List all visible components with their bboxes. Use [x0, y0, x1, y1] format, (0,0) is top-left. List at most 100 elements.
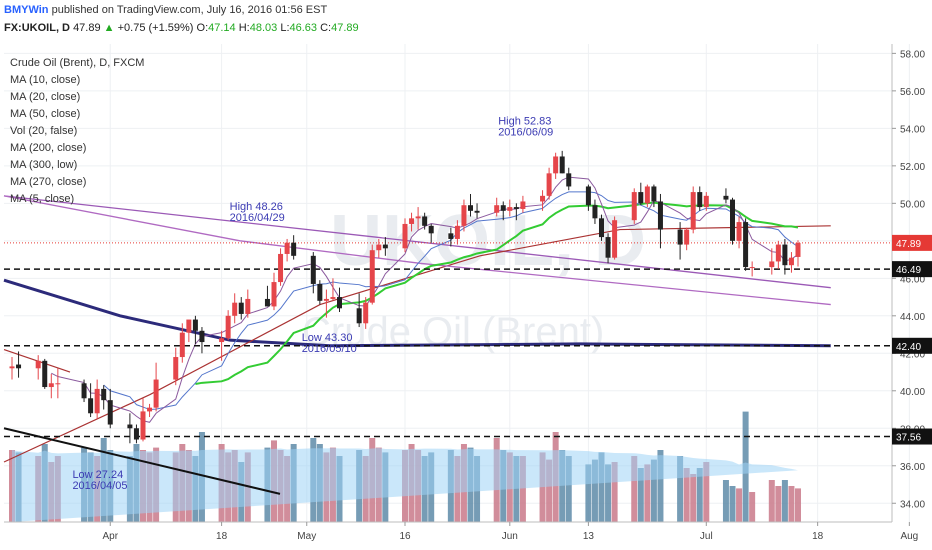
volume-bar	[749, 492, 756, 522]
time-tick-label: Jul	[700, 531, 713, 542]
candle-body	[317, 283, 323, 301]
legend-item[interactable]: Crude Oil (Brent), D, FXCM	[10, 57, 145, 69]
volume-ma-area	[12, 448, 798, 522]
candle-body	[363, 302, 369, 324]
volume-bar	[519, 456, 526, 522]
price-tick-label: 40.00	[900, 387, 925, 398]
time-tick-label: Jun	[502, 531, 518, 542]
time-tick-label: 13	[583, 531, 595, 542]
candle-body	[376, 244, 382, 251]
volume-bar	[598, 452, 605, 522]
annotation-label: Low 27.24	[72, 469, 123, 481]
time-tick-label: 18	[216, 531, 228, 542]
candle-body	[612, 220, 618, 258]
candle-body	[599, 218, 604, 238]
volume-bar	[657, 450, 664, 522]
level-price-tag	[892, 428, 932, 445]
candle-body	[513, 207, 519, 209]
candle-body	[468, 205, 473, 211]
candle-body	[690, 192, 696, 230]
high-value: 48.03	[249, 22, 278, 34]
last-price-tag	[892, 234, 932, 251]
candle-body	[703, 195, 709, 208]
candle-body	[55, 383, 61, 385]
annotation-label: High 48.26	[230, 201, 283, 213]
symbol-label[interactable]: FX:UKOIL, D	[4, 22, 70, 34]
candle-body	[422, 216, 428, 226]
candle-body	[409, 218, 415, 224]
legend-item[interactable]: Vol (20, false)	[10, 125, 78, 137]
trendline	[3, 427, 281, 495]
volume-bar	[677, 456, 684, 522]
volume-bar	[683, 468, 690, 522]
candle-body	[474, 210, 480, 213]
candle-body	[330, 297, 336, 299]
legend-item[interactable]: MA (10, close)	[10, 74, 81, 86]
price-tick-label: 34.00	[900, 499, 925, 510]
legend-item[interactable]: MA (300, low)	[10, 159, 78, 171]
volume-bar	[690, 474, 697, 522]
candle-body	[284, 242, 290, 254]
candle-body	[730, 199, 735, 241]
up-arrow-icon: ▲	[103, 22, 115, 34]
candle-body	[743, 222, 749, 268]
candle-body	[553, 156, 559, 174]
candle-body	[651, 186, 657, 202]
candle-body	[454, 225, 460, 239]
candle-body	[107, 400, 113, 425]
low-value: 46.63	[289, 22, 318, 34]
legend-item[interactable]: MA (50, close)	[10, 108, 81, 120]
candle-body	[88, 398, 94, 414]
close-value: 47.89	[331, 22, 359, 34]
legend-item[interactable]: MA (5, close)	[10, 193, 75, 205]
level-price-tag	[892, 337, 932, 354]
annotation-date: 2016/05/10	[302, 343, 357, 355]
annotation-label: Low 43.30	[302, 332, 353, 344]
brand-name[interactable]: BMYWin	[4, 4, 49, 16]
publisher-line: BMYWin published on TradingView.com, Jul…	[4, 4, 327, 16]
candle-body	[225, 315, 231, 339]
price-tick-label: 42.00	[900, 349, 925, 360]
price-tick-label: 52.00	[900, 162, 925, 173]
candle-body	[245, 298, 251, 314]
candle-body	[546, 173, 552, 196]
volume-bar	[631, 456, 638, 522]
annotation-label: High 52.83	[498, 115, 551, 127]
candle-body	[133, 428, 139, 440]
legend-item[interactable]: MA (200, close)	[10, 142, 87, 154]
candle-body	[219, 338, 225, 343]
published-text: published on TradingView.com, July 16, 2…	[51, 4, 328, 16]
last-price-label: 47.89	[896, 239, 921, 250]
price-tick-label: 50.00	[900, 199, 925, 210]
candle-body	[769, 261, 775, 268]
candle-body	[461, 205, 467, 226]
ma5-line	[51, 176, 799, 423]
volume-bar	[605, 464, 612, 522]
time-tick-label: Apr	[102, 531, 118, 542]
time-tick-label: May	[297, 531, 316, 542]
candle-body	[232, 302, 238, 316]
level-price-label: 42.40	[896, 342, 921, 353]
price-tick-label: 54.00	[900, 124, 925, 135]
candle-body	[173, 357, 179, 380]
time-tick-label: Aug	[900, 531, 918, 542]
legend-item[interactable]: MA (270, close)	[10, 176, 87, 188]
candle-body	[127, 424, 133, 429]
candle-body	[16, 364, 22, 369]
candle-body	[35, 360, 41, 369]
price-change: +0.75 (+1.59%)	[117, 22, 194, 34]
candle-body	[540, 195, 546, 202]
candle-body	[795, 242, 801, 257]
candle-body	[415, 216, 421, 219]
volume-bar	[729, 486, 736, 522]
candle-body	[631, 192, 637, 221]
chart-header: BMYWin published on TradingView.com, Jul…	[0, 0, 932, 40]
level-price-label: 37.56	[896, 433, 921, 444]
candle-body	[278, 253, 284, 283]
candle-body	[644, 186, 650, 204]
grid-lines	[4, 44, 910, 522]
legend-item[interactable]: MA (20, close)	[10, 91, 81, 103]
candle-body	[199, 330, 205, 343]
candle-body	[782, 244, 788, 266]
